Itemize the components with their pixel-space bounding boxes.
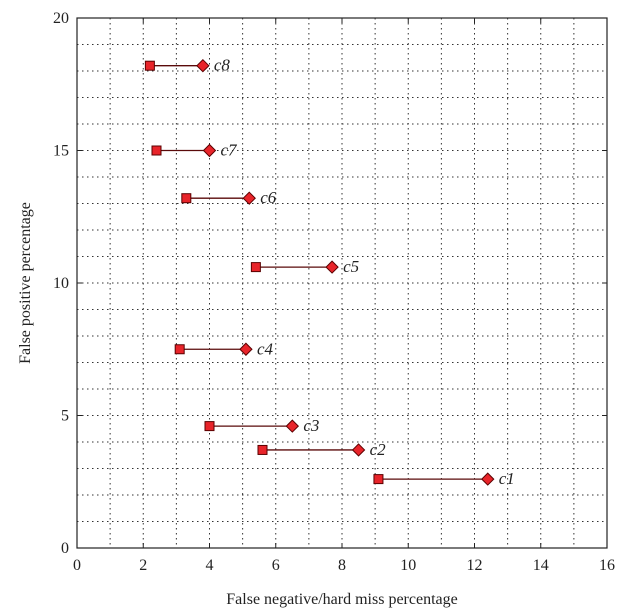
y-tick-label: 15	[53, 143, 69, 160]
axes	[76, 17, 608, 549]
diamond-marker-c5	[325, 260, 339, 274]
x-tick-label: 12	[467, 557, 483, 574]
square-marker-c2	[257, 444, 268, 455]
diamond-marker-c8	[196, 58, 210, 73]
diamond-marker-c2	[351, 443, 366, 457]
x-tick-label: 8	[338, 557, 346, 574]
x-tick-label: 10	[400, 557, 416, 574]
square-marker-c3	[204, 421, 215, 432]
y-tick-label: 10	[53, 275, 69, 292]
pair-label-c5: c5	[343, 257, 359, 276]
y-tick-label: 20	[53, 10, 69, 27]
y-axis-title: False positive percentage	[17, 202, 34, 364]
diamond-marker-c1	[481, 472, 495, 486]
square-marker-c4	[174, 344, 185, 355]
grid	[77, 18, 607, 548]
x-tick-label: 0	[73, 557, 81, 574]
tick-labels: 0 2 4 6 8 10 12 14 16 0 5 10 15 20	[53, 10, 615, 574]
x-tick-label: 6	[272, 557, 280, 574]
pair-label-c1: c1	[499, 469, 515, 488]
pair-label-c3: c3	[303, 416, 319, 435]
pair-label-c6: c6	[260, 188, 277, 207]
square-marker-c8	[144, 60, 155, 71]
data-marks: c1 c2 c3 c4 c5 c6 c7 c8	[144, 56, 515, 488]
x-tick-label: 16	[599, 557, 615, 574]
square-marker-c1	[373, 474, 384, 485]
x-tick-label: 14	[533, 557, 549, 574]
pair-label-c8: c8	[214, 56, 231, 75]
diamond-marker-c4	[239, 342, 253, 356]
diamond-marker-c7	[202, 143, 217, 158]
pair-label-c7: c7	[221, 141, 239, 160]
x-tick-label: 2	[139, 557, 147, 574]
diamond-marker-c6	[242, 191, 256, 205]
x-tick-label: 4	[206, 557, 214, 574]
y-tick-label: 5	[61, 408, 69, 425]
pair-label-c2: c2	[370, 440, 387, 459]
square-marker-c5	[250, 262, 261, 273]
pair-label-c4: c4	[257, 339, 274, 358]
square-marker-c6	[181, 193, 192, 204]
square-marker-c7	[151, 145, 162, 156]
x-axis-title: False negative/hard miss percentage	[226, 591, 457, 608]
diamond-marker-c3	[285, 419, 300, 433]
y-tick-label: 0	[61, 540, 69, 557]
